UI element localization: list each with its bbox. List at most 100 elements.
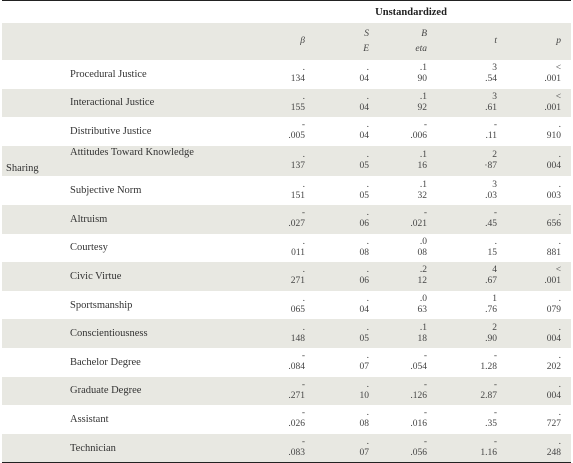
beta-cell: - .005 (288, 120, 305, 142)
table-row: Conscientiousness. 148. 05.1 18 2.90. 004 (2, 319, 572, 348)
b-std-cell: - .021 (379, 204, 443, 234)
row-label: Graduate Degree (66, 376, 251, 406)
row-label: Assistant (70, 413, 109, 425)
group-label-cell (2, 117, 66, 146)
t-cell: 1.76 (485, 294, 497, 316)
p-cell: . 248 (507, 433, 572, 463)
col-header-p: p (507, 23, 572, 60)
group-label-cell (2, 348, 66, 377)
beta-cell: . 011 (291, 236, 305, 258)
se-cell: . 04 (359, 120, 370, 142)
t-cell: 4.67 (443, 262, 507, 291)
b-std-cell: .2 12 (379, 262, 443, 291)
se-cell: . 06 (315, 262, 379, 291)
group-label-cell (2, 176, 66, 205)
table-row: Civic Virtue. 271. 06.2 12 4.67 < .001 (2, 262, 572, 291)
p-cell: . 003 (546, 179, 562, 201)
t-cell: 2·87 (443, 145, 507, 177)
p-cell: . 656 (507, 204, 572, 234)
table-row: Interactional Justice. 155. 04.1 92 3.61 < .00… (2, 88, 572, 118)
p-cell: . 004 (507, 376, 572, 406)
table-row: Altruism - .027. 06- .021- .45. 656 (2, 204, 572, 234)
b-std-cell: .1 90 (417, 63, 428, 85)
col-header-beta: β (251, 23, 315, 60)
row-label: Technician (66, 433, 251, 463)
se-cell: . 08 (359, 236, 370, 258)
b-std-cell: .1 18 (379, 319, 443, 348)
se-cell: . 04 (315, 88, 379, 118)
row-label: Courtesy (70, 242, 108, 254)
row-label: Altruism (66, 204, 251, 234)
t-cell: . 15 (487, 236, 498, 258)
row-label: Distributive Justice (70, 125, 152, 137)
b-std-cell: - .126 (379, 376, 443, 406)
header-row: Unstandardized (2, 0, 572, 23)
row-label: Civic Virtue (66, 262, 251, 291)
table-row: Technician - .083. 07- .056-1.16. 248 (2, 433, 572, 463)
unstandardized-header: Unstandardized (251, 0, 572, 23)
row-label: Sportsmanship (70, 299, 133, 311)
se-cell: . 07 (315, 433, 379, 463)
group-label-cell (2, 319, 66, 348)
b-std-cell: .1 32 (417, 179, 428, 201)
beta-cell: . 271 (251, 262, 315, 291)
b-std-cell: - .016 (410, 408, 427, 430)
t-cell: 3.54 (485, 63, 497, 85)
b-std-cell: - .056 (379, 433, 443, 463)
table-row: Sharing Attitudes Toward Knowledge. 137. 05… (2, 145, 572, 177)
t-cell: 3.03 (485, 179, 497, 201)
group-label-cell (2, 88, 66, 118)
p-cell: . 881 (546, 236, 562, 258)
se-cell: . 05 (315, 319, 379, 348)
group-label-cell (2, 433, 66, 463)
row-label: Attitudes Toward Knowledge (66, 145, 251, 177)
row-label: Interactional Justice (66, 88, 251, 118)
b-std-cell: - .054 (410, 351, 427, 373)
b-std-cell: .0 63 (417, 294, 428, 316)
se-cell: . 04 (359, 294, 370, 316)
se-cell: . 06 (315, 204, 379, 234)
group-label-cell (2, 60, 66, 89)
b-std-cell: .1 92 (379, 88, 443, 118)
beta-cell: - .026 (288, 408, 305, 430)
table-row: Courtesy . 011 . 08 .0 08 . 15 . 881 (2, 234, 571, 263)
group-label-cell (2, 204, 66, 234)
p-cell: . 079 (546, 294, 562, 316)
se-cell: . 05 (315, 145, 379, 177)
p-cell: . 727 (546, 408, 562, 430)
b-std-cell: - .006 (410, 120, 427, 142)
beta-cell: - .271 (251, 376, 315, 406)
t-cell: 2.90 (443, 319, 507, 348)
group-label-cell (2, 234, 66, 263)
se-cell: . 07 (359, 351, 370, 373)
t-cell: -1.16 (443, 433, 507, 463)
p-cell: . 202 (546, 351, 562, 373)
se-cell: . 04 (359, 63, 370, 85)
row-label: Bachelor Degree (70, 356, 141, 368)
p-cell: . 004 (507, 319, 572, 348)
p-cell: . 004 (507, 145, 572, 177)
se-cell: . 08 (359, 408, 370, 430)
t-cell: - .35 (485, 408, 497, 430)
beta-cell: . 155 (251, 88, 315, 118)
beta-cell: . 151 (290, 179, 305, 201)
t-cell: -2.87 (443, 376, 507, 406)
table-row: Subjective Norm . 151 . 05 .1 32 3.03 . 003 (2, 176, 571, 205)
beta-cell: . 065 (290, 294, 305, 316)
t-cell: - .11 (485, 120, 497, 142)
t-cell: 3.61 (443, 88, 507, 118)
table-row: Procedural Justice . 134 . 04 .1 90 3.54 < .001 (2, 60, 571, 89)
group-label-cell (2, 262, 66, 291)
row-label: Procedural Justice (70, 68, 147, 80)
group-label-cell (2, 376, 66, 406)
se-cell: . 05 (359, 179, 370, 201)
p-cell: < .001 (507, 88, 572, 118)
beta-cell: - .027 (251, 204, 315, 234)
row-label: Conscientiousness (66, 319, 251, 348)
table-row: Bachelor Degree - .084 . 07 - .054 -1.28 . 202 (2, 348, 571, 377)
table-row: Distributive Justice - .005 . 04 - .006 - .11 . 91… (2, 117, 571, 146)
